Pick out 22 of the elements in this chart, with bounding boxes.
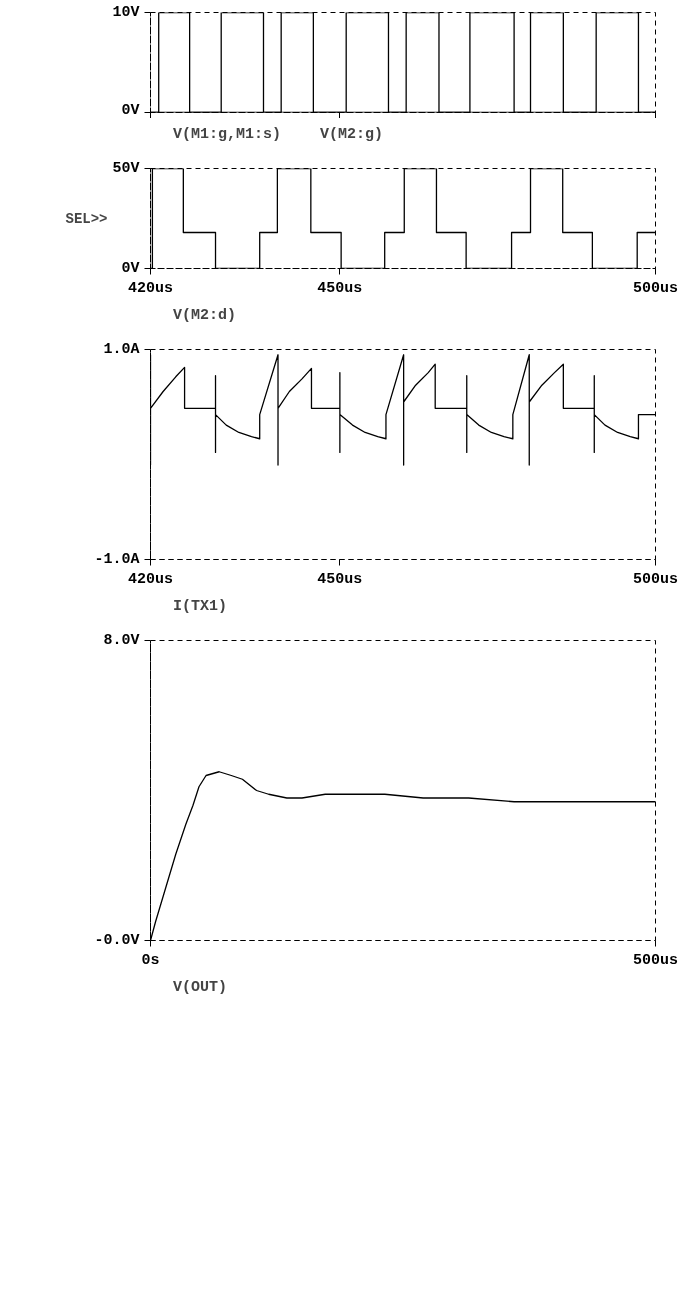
text: V(M2:d) bbox=[173, 306, 237, 324]
text: SEL>> bbox=[65, 210, 108, 227]
x-tick-label: 500us bbox=[633, 570, 679, 588]
y-tick-label: 1.0A bbox=[103, 341, 140, 358]
x-tick-label: 450us bbox=[317, 570, 363, 588]
text: I(TX1) bbox=[173, 597, 228, 615]
x-tick-label: 500us bbox=[633, 951, 679, 969]
y-tick-label: 10V bbox=[112, 4, 140, 21]
y-tick-label: -0.0V bbox=[94, 932, 140, 949]
x-tick-label: 450us bbox=[317, 279, 363, 297]
x-tick-label: 500us bbox=[633, 279, 679, 297]
y-tick-label: -1.0A bbox=[94, 551, 140, 568]
y-tick-label: 0V bbox=[121, 101, 140, 119]
y-tick-label: 8.0V bbox=[103, 632, 140, 649]
text: V(OUT) bbox=[173, 978, 228, 996]
x-tick-label: 420us bbox=[128, 570, 174, 588]
x-tick-label: 420us bbox=[128, 279, 174, 297]
series-label: V(M1:g,M1:s) bbox=[173, 125, 282, 143]
y-tick-label: 0V bbox=[121, 260, 140, 277]
series-label: V(M2:g) bbox=[320, 125, 384, 143]
y-tick-label: 50V bbox=[112, 160, 140, 177]
x-tick-label: 0s bbox=[141, 951, 160, 969]
